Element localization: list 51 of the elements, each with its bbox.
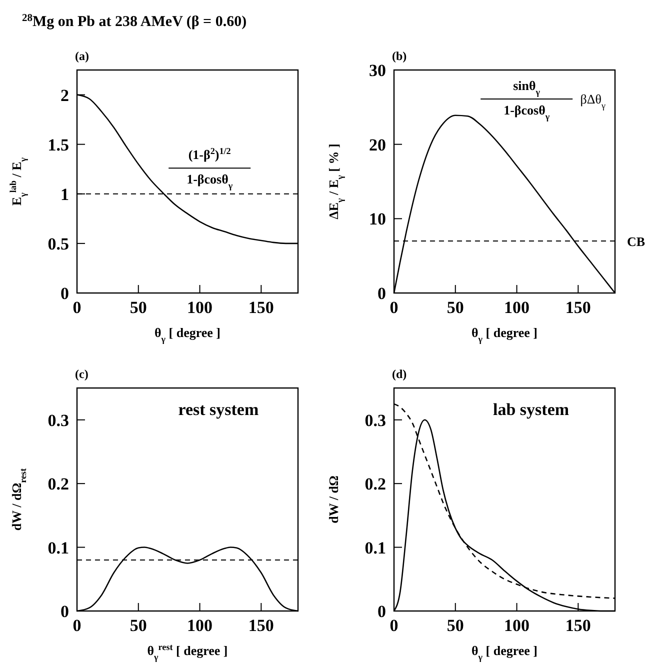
x-tick-label: 50 — [130, 616, 147, 635]
x-tick-label: 150 — [248, 298, 274, 317]
chart-title: (d) — [392, 367, 407, 381]
x-tick-label: 100 — [187, 616, 213, 635]
x-tick-label: 0 — [72, 298, 82, 317]
annotation: rest system — [178, 400, 259, 419]
ref-line-label: CB — [627, 234, 646, 249]
y-tick-label: 0.2 — [364, 474, 386, 494]
y-tick-label: 0.5 — [48, 234, 69, 254]
annotation: 1-βcosθ$_{γ}$ — [186, 172, 234, 191]
x-axis-title: θ$_{γ}$ [ degree ] — [471, 325, 538, 344]
chart-subtitle: (a) — [75, 49, 89, 63]
chart-title: $^{28}$Mg on Pb at 238 AMeV (β = 0.60) — [22, 12, 247, 30]
chart-title: (b) — [392, 49, 407, 63]
x-tick-label: 150 — [248, 616, 274, 635]
y-tick-label: 2 — [60, 86, 69, 105]
y-tick-label: 20 — [369, 135, 386, 154]
annotation: βΔθ$_{γ}$ — [580, 91, 606, 110]
y-tick-label: 0 — [378, 602, 386, 621]
annotation: sinθ$_{γ}$ — [513, 78, 541, 98]
x-axis-title: θ$_{γ}$$^{rest}$ [ degree ] — [147, 642, 228, 662]
x-tick-label: 0 — [72, 616, 82, 635]
y-tick-label: 1.5 — [48, 135, 69, 154]
x-tick-label: 100 — [504, 298, 530, 317]
y-tick-label: 0 — [60, 284, 69, 303]
x-tick-label: 0 — [390, 616, 398, 635]
y-tick-label: 0.1 — [364, 538, 386, 558]
x-axis-title: θ$_{γ}$ [ degree ] — [154, 325, 221, 344]
x-tick-label: 100 — [504, 616, 530, 635]
chart-title: (c) — [75, 367, 88, 381]
annotation: (1-β$^{2}$)$^{1/2}$ — [188, 146, 232, 162]
y-tick-label: 0.3 — [364, 410, 386, 430]
annotation: lab system — [493, 400, 570, 419]
y-tick-label: 0 — [378, 284, 386, 303]
x-tick-label: 50 — [446, 298, 464, 317]
x-tick-label: 150 — [565, 616, 591, 635]
y-tick-label: 0 — [60, 602, 69, 621]
x-tick-label: 50 — [130, 298, 147, 317]
y-tick-label: 0.3 — [48, 410, 69, 430]
x-axis-title: θ$_{γ}$ [ degree ] — [471, 643, 538, 662]
y-tick-label: 0.1 — [48, 538, 69, 558]
x-tick-label: 0 — [390, 298, 398, 317]
x-tick-label: 100 — [187, 298, 213, 317]
annotation: 1-βcosθ$_{γ}$ — [504, 102, 550, 122]
y-tick-label: 0.2 — [48, 474, 69, 494]
y-tick-label: 30 — [369, 61, 386, 80]
y-tick-label: 1 — [60, 184, 69, 204]
y-tick-label: 10 — [369, 210, 386, 229]
x-tick-label: 50 — [446, 616, 464, 635]
x-tick-label: 150 — [565, 298, 591, 317]
y-axis-title: dW / dΩ — [326, 476, 341, 524]
